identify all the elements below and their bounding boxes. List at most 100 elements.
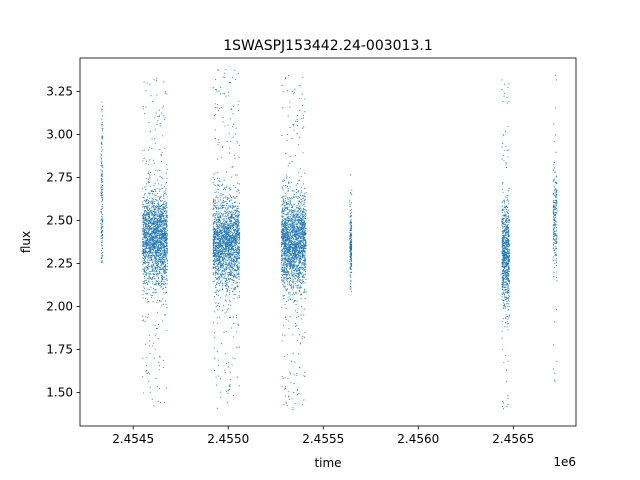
data-point xyxy=(160,245,162,248)
data-point xyxy=(213,173,215,175)
data-point xyxy=(228,95,230,97)
data-point xyxy=(219,254,221,256)
data-point xyxy=(156,261,158,263)
data-point xyxy=(229,212,232,214)
data-point xyxy=(149,214,151,216)
data-point xyxy=(147,219,149,221)
data-point xyxy=(231,213,233,215)
data-point xyxy=(100,184,102,186)
data-point xyxy=(149,207,151,209)
data-point xyxy=(164,230,166,232)
data-point xyxy=(164,236,166,238)
data-point xyxy=(148,380,150,382)
data-point xyxy=(152,237,154,239)
data-point xyxy=(229,227,231,229)
data-point xyxy=(148,281,150,283)
data-point xyxy=(233,123,235,125)
data-point xyxy=(161,248,163,250)
data-point xyxy=(151,243,154,245)
data-point xyxy=(232,126,234,128)
data-point xyxy=(157,242,159,244)
data-point xyxy=(146,238,148,240)
data-point xyxy=(143,257,145,259)
data-point xyxy=(166,253,168,255)
data-point xyxy=(148,171,150,173)
data-point xyxy=(146,214,148,216)
data-point xyxy=(162,274,164,276)
data-point xyxy=(146,219,148,221)
data-point xyxy=(145,316,147,318)
data-point xyxy=(238,291,241,293)
data-point xyxy=(149,202,151,204)
data-point xyxy=(155,238,157,240)
data-point xyxy=(147,257,149,259)
data-point xyxy=(156,228,158,231)
data-point xyxy=(229,383,231,386)
data-point xyxy=(161,257,163,260)
data-point xyxy=(145,274,147,276)
data-point xyxy=(149,248,151,250)
data-point xyxy=(149,175,151,177)
data-point xyxy=(225,278,227,280)
data-point xyxy=(162,258,165,261)
data-point xyxy=(223,304,225,306)
data-point xyxy=(144,257,146,259)
data-point xyxy=(164,242,166,244)
data-point xyxy=(234,221,236,223)
data-point xyxy=(148,220,150,222)
data-point xyxy=(289,284,291,286)
data-point xyxy=(221,246,223,249)
data-point xyxy=(281,239,283,241)
data-point xyxy=(230,245,232,247)
data-point xyxy=(231,327,233,329)
data-point xyxy=(218,141,220,143)
data-point xyxy=(152,301,154,303)
data-point xyxy=(223,254,225,256)
data-point xyxy=(228,238,230,240)
data-point xyxy=(238,262,240,264)
data-point xyxy=(220,274,222,276)
data-point xyxy=(228,197,230,199)
data-point xyxy=(229,385,231,387)
data-point xyxy=(224,269,226,271)
data-point xyxy=(149,130,151,132)
data-point xyxy=(156,213,158,215)
data-point xyxy=(151,246,153,248)
data-point xyxy=(154,117,156,119)
data-point xyxy=(100,257,102,259)
data-point xyxy=(236,346,238,348)
data-point xyxy=(227,271,229,274)
data-point xyxy=(159,281,161,283)
data-point xyxy=(159,220,161,222)
data-point xyxy=(102,128,104,130)
data-point xyxy=(147,272,149,274)
data-point xyxy=(148,259,150,261)
data-point xyxy=(229,189,231,191)
data-point xyxy=(161,279,163,281)
data-point xyxy=(230,219,232,221)
data-point xyxy=(228,211,230,213)
data-point xyxy=(101,260,103,262)
data-point xyxy=(150,243,153,245)
data-point xyxy=(162,235,164,238)
data-point xyxy=(164,183,166,185)
data-point xyxy=(153,292,155,294)
data-point xyxy=(152,261,154,263)
data-point xyxy=(151,268,154,270)
data-point xyxy=(150,248,152,250)
data-point xyxy=(143,218,145,220)
data-point xyxy=(145,162,147,164)
data-point xyxy=(146,267,149,269)
data-point xyxy=(218,291,220,293)
data-point xyxy=(148,241,150,243)
data-point xyxy=(234,205,237,207)
data-point xyxy=(293,228,295,230)
data-point xyxy=(233,323,235,325)
data-point xyxy=(214,138,216,140)
data-point xyxy=(214,206,216,208)
data-point xyxy=(234,275,236,277)
data-point xyxy=(226,256,228,258)
data-point xyxy=(166,329,168,331)
data-point xyxy=(145,261,147,263)
data-point xyxy=(143,229,145,231)
